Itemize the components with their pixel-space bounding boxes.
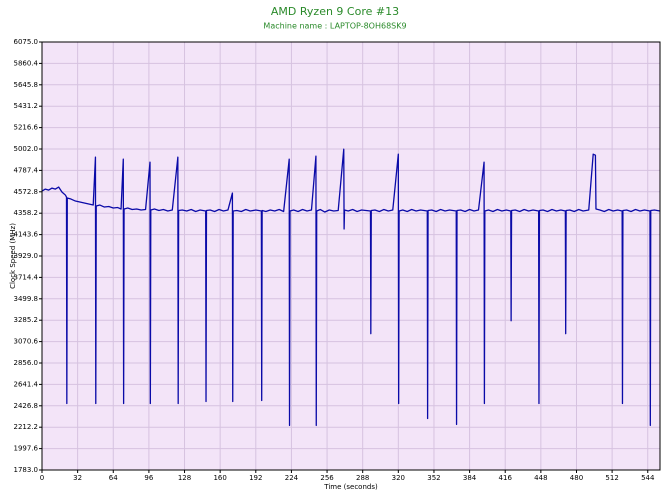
y-tick-label: 3929.0 bbox=[14, 252, 39, 260]
x-tick-label: 96 bbox=[144, 474, 153, 482]
y-tick-label: 4358.2 bbox=[14, 209, 39, 217]
y-tick-label: 4572.8 bbox=[14, 188, 39, 196]
x-axis-label: Time (seconds) bbox=[323, 483, 378, 491]
y-tick-label: 3070.6 bbox=[14, 338, 39, 346]
y-tick-label: 6075.0 bbox=[14, 38, 39, 46]
x-tick-label: 160 bbox=[213, 474, 226, 482]
y-axis-label: Clock Speed (MHz) bbox=[9, 223, 17, 289]
y-tick-label: 2212.2 bbox=[14, 423, 39, 431]
x-tick-label: 288 bbox=[356, 474, 369, 482]
x-tick-label: 544 bbox=[641, 474, 655, 482]
x-tick-label: 64 bbox=[109, 474, 118, 482]
y-tick-label: 5216.6 bbox=[14, 124, 39, 132]
y-tick-label: 5002.0 bbox=[14, 145, 39, 153]
plot-frame bbox=[41, 41, 661, 471]
x-tick-label: 416 bbox=[499, 474, 513, 482]
x-tick-label: 256 bbox=[320, 474, 334, 482]
y-tick-label: 3285.2 bbox=[14, 316, 39, 324]
y-tick-label: 1783.0 bbox=[14, 466, 39, 474]
x-tick-label: 352 bbox=[427, 474, 440, 482]
y-tick-label: 3714.4 bbox=[14, 273, 39, 281]
y-tick-label: 2426.8 bbox=[14, 402, 39, 410]
y-tick-label: 4143.6 bbox=[14, 231, 39, 239]
chart-subtitle: Machine name : LAPTOP-8OH68SK9 bbox=[263, 22, 406, 31]
x-tick-label: 512 bbox=[605, 474, 618, 482]
y-tick-label: 2856.0 bbox=[14, 359, 39, 367]
x-tick-label: 128 bbox=[178, 474, 191, 482]
y-tick-label: 5645.8 bbox=[14, 81, 39, 89]
y-tick-label: 2641.4 bbox=[14, 380, 39, 388]
y-tick-label: 5431.2 bbox=[14, 102, 39, 110]
x-tick-label: 448 bbox=[534, 474, 547, 482]
y-tick-label: 4787.4 bbox=[14, 166, 39, 174]
x-tick-label: 384 bbox=[463, 474, 477, 482]
chart-title: AMD Ryzen 9 Core #13 bbox=[271, 5, 399, 18]
x-tick-label: 32 bbox=[73, 474, 82, 482]
x-tick-label: 192 bbox=[249, 474, 262, 482]
x-tick-label: 320 bbox=[392, 474, 405, 482]
y-tick-label: 1997.6 bbox=[14, 445, 39, 453]
x-tick-label: 224 bbox=[285, 474, 299, 482]
data-line bbox=[41, 148, 661, 427]
x-tick-label: 0 bbox=[40, 474, 44, 482]
y-tick-label: 3499.8 bbox=[14, 295, 39, 303]
y-tick-label: 5860.4 bbox=[14, 59, 39, 67]
x-tick-label: 480 bbox=[570, 474, 583, 482]
